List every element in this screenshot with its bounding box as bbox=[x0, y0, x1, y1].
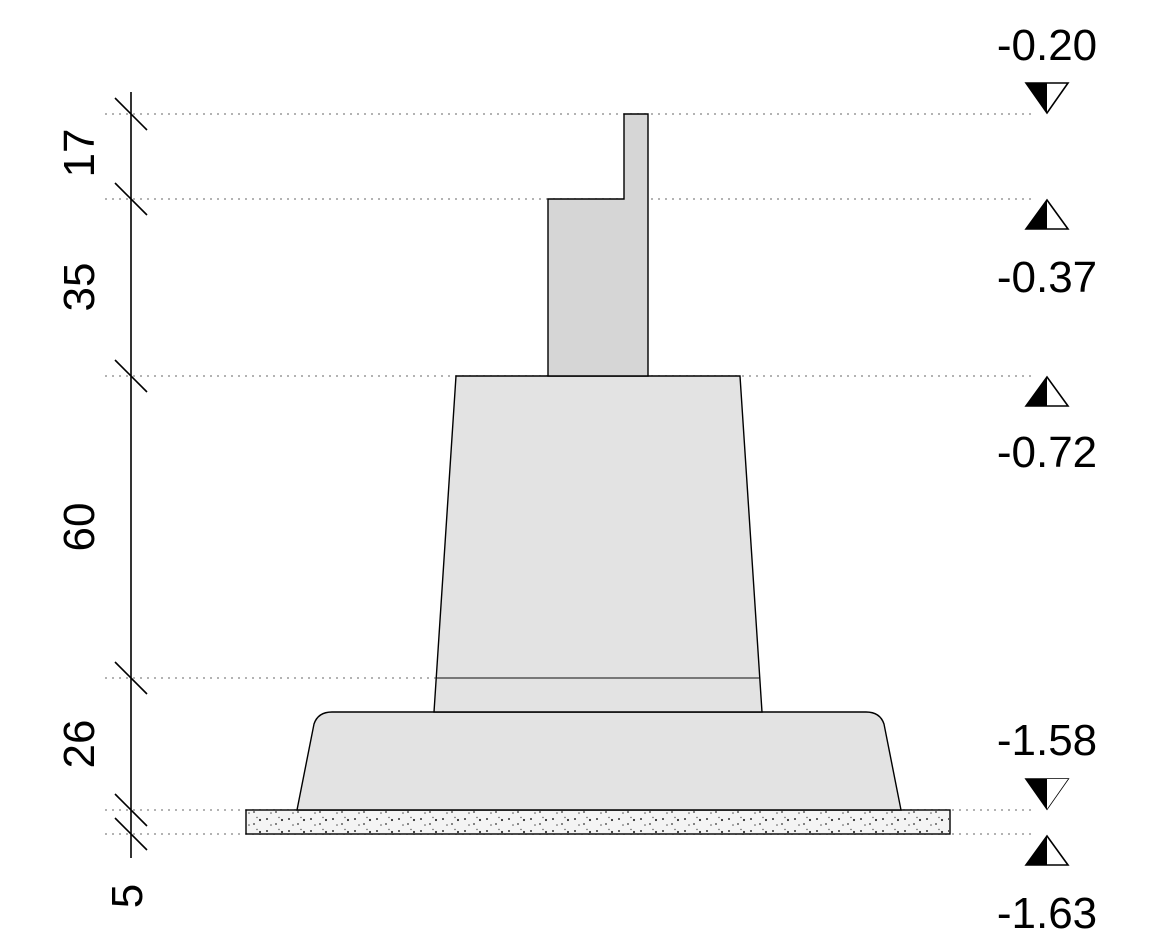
level-marker-blinding-bottom bbox=[1024, 834, 1070, 866]
dimension-chain bbox=[114, 92, 148, 858]
dimension-label-26: 26 bbox=[55, 720, 104, 769]
dimension-tick bbox=[114, 97, 148, 131]
dimension-tick bbox=[114, 182, 148, 216]
level-label-pedestal-top: -0.72 bbox=[997, 428, 1097, 477]
level-marker-footing-bottom bbox=[1024, 778, 1070, 811]
dimension-label-60: 60 bbox=[55, 503, 104, 552]
level-label-top: -0.20 bbox=[997, 21, 1097, 70]
dimension-tick bbox=[114, 661, 148, 695]
dimension-tick bbox=[114, 793, 148, 827]
level-label-step: -0.37 bbox=[997, 253, 1097, 302]
level-marker-step bbox=[1024, 198, 1070, 230]
pedestal bbox=[433, 375, 763, 713]
blinding-hatch bbox=[247, 811, 949, 833]
dimension-tick bbox=[114, 359, 148, 393]
dimension-label-5: 5 bbox=[103, 884, 152, 908]
level-label-blinding-bottom: -1.63 bbox=[997, 889, 1097, 938]
footing-base bbox=[296, 711, 902, 811]
dimension-label-35: 35 bbox=[55, 263, 104, 312]
level-marker-pedestal-top bbox=[1024, 375, 1070, 407]
level-marker-top bbox=[1024, 82, 1070, 115]
upstand-curb bbox=[547, 113, 649, 377]
level-label-footing-bottom: -1.58 bbox=[997, 716, 1097, 765]
dimension-tick bbox=[114, 817, 148, 851]
dimension-label-17: 17 bbox=[55, 129, 104, 178]
